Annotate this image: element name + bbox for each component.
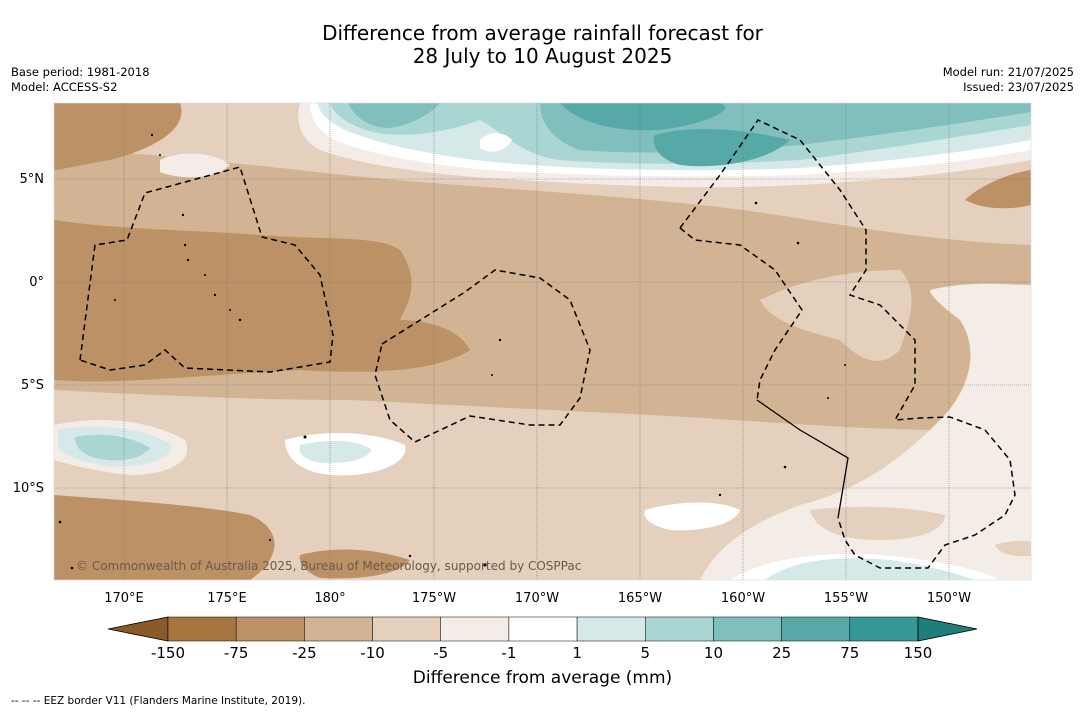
eez-footnote: -- -- -- EEZ border V11 (Flanders Marine… [11, 695, 306, 707]
colorbar-tick-label: -5 [433, 644, 448, 662]
colorbar-swatch [167, 616, 237, 642]
issued-date: Issued: 23/07/2025 [963, 80, 1074, 94]
colorbar-tick-label: -75 [224, 644, 249, 662]
model-name: Model: ACCESS-S2 [11, 80, 118, 94]
longitude-labels: 170°E 175°E 180° 175°W 170°W 165°W 160°W… [104, 591, 971, 606]
meta-right: Model run: 21/07/2025 Issued: 23/07/2025 [943, 65, 1074, 95]
colorbar-swatch [304, 616, 373, 642]
colorbar-tick-label: 10 [704, 644, 723, 662]
colorbar-tick-label: -150 [151, 644, 185, 662]
rainfall-field [54, 103, 1031, 580]
lon-label: 150°W [927, 591, 971, 606]
colorbar-swatch [645, 616, 714, 642]
lon-label: 175°W [412, 591, 456, 606]
colorbar-tick-label: 5 [640, 644, 650, 662]
colorbar-tick-label: 75 [840, 644, 859, 662]
colorbar-under-arrow [107, 616, 169, 642]
colorbar-tick-label: 25 [772, 644, 791, 662]
lon-label: 175°E [207, 591, 247, 606]
lon-label: 180° [314, 591, 345, 606]
title-line-2: 28 July to 10 August 2025 [412, 44, 673, 68]
base-period: Base period: 1981-2018 [11, 65, 150, 79]
lat-label: 5°N [20, 172, 45, 187]
lon-label: 170°W [515, 591, 559, 606]
lat-label: 5°S [21, 378, 44, 393]
colorbar-swatch [576, 616, 646, 642]
latitude-labels: 5°N 0° 5°S 10°S [13, 172, 44, 496]
map-title: Difference from average rainfall forecas… [0, 22, 1085, 68]
colorbar-tick-label: -1 [501, 644, 516, 662]
colorbar-title: Difference from average (mm) [412, 668, 673, 688]
meta-left: Base period: 1981-2018 Model: ACCESS-S2 [11, 65, 150, 95]
colorbar-swatch [235, 616, 305, 642]
lon-label: 170°E [104, 591, 144, 606]
lat-label: 0° [29, 275, 44, 290]
colorbar-swatch [372, 616, 441, 642]
lon-label: 155°W [824, 591, 868, 606]
colorbar-tick-label: 150 [904, 644, 933, 662]
colorbar-swatch [849, 616, 919, 642]
lat-label: 10°S [13, 481, 44, 496]
lon-label: 160°W [721, 591, 765, 606]
eez-borders [79, 119, 1016, 569]
gridlines [54, 103, 1031, 580]
colorbar: -150 -75 -25 -10 -5 -1 1 5 10 25 75 150 [107, 616, 978, 662]
colorbar-swatch [508, 616, 578, 642]
title-line-1: Difference from average rainfall forecas… [322, 21, 763, 45]
colorbar-swatch [713, 616, 782, 642]
colorbar-tick-label: 1 [572, 644, 582, 662]
eez-solid-border [756, 399, 849, 519]
lon-label: 165°W [618, 591, 662, 606]
colorbar-over-arrow [917, 616, 978, 642]
colorbar-swatch [440, 616, 510, 642]
copyright-text: © Commonwealth of Australia 2025, Bureau… [76, 559, 581, 573]
colorbar-tick-label: -25 [292, 644, 317, 662]
colorbar-tick-label: -10 [360, 644, 385, 662]
island-markers [58, 133, 846, 570]
colorbar-swatch [781, 616, 851, 642]
model-run: Model run: 21/07/2025 [942, 65, 1074, 79]
map-frame [53, 102, 1032, 581]
